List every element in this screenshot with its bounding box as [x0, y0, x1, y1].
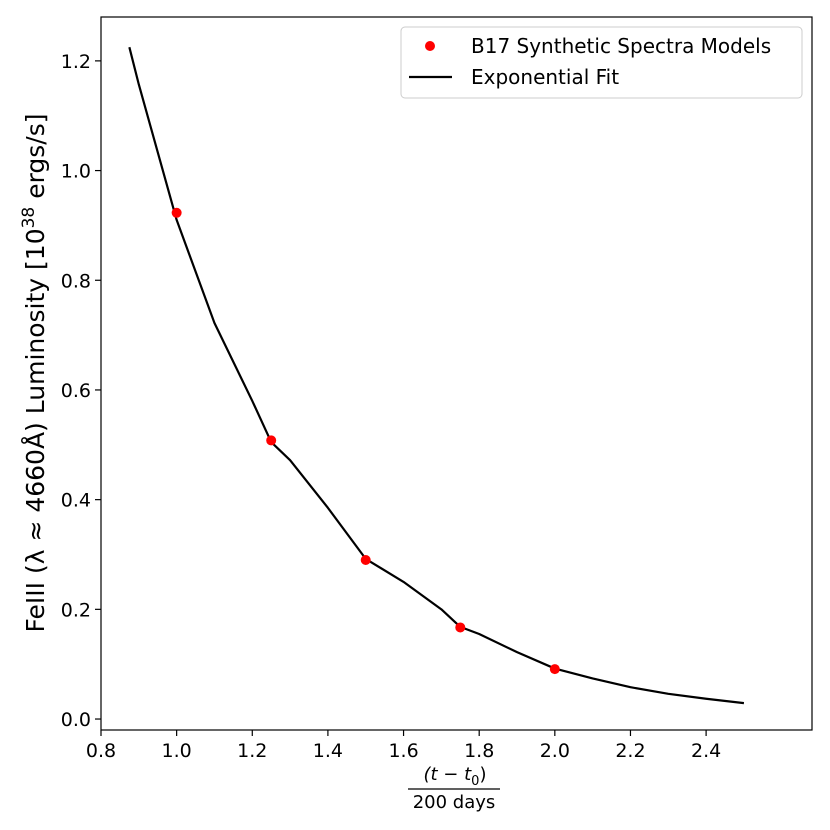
data-point [171, 207, 182, 218]
y-tick-label: 1.2 [61, 51, 91, 73]
y-tick-label: 0.8 [61, 270, 91, 292]
y-tick-label: 0.6 [61, 380, 91, 402]
y-axis: 0.0 0.2 0.4 0.6 0.8 1.0 1.2 [61, 51, 101, 731]
y-tick-label: 0.2 [61, 599, 91, 621]
y-tick-label: 1.0 [61, 161, 91, 183]
data-point [360, 554, 371, 565]
x-axis-label: (t − t0) 200 days [408, 764, 500, 813]
x-axis-label-denominator: 200 days [413, 792, 496, 813]
fit-line [128, 46, 745, 705]
legend-box [400, 26, 803, 99]
x-tick-label: 2.2 [615, 740, 645, 762]
x-tick-label: 1.0 [162, 740, 192, 762]
legend-label-points: B17 Synthetic Spectra Models [471, 34, 771, 58]
legend: B17 Synthetic Spectra Models Exponential… [400, 26, 803, 99]
x-tick-label: 1.2 [237, 740, 267, 762]
legend-marker-points [425, 41, 435, 51]
x-tick-label: 1.8 [464, 740, 494, 762]
x-axis: 0.8 1.0 1.2 1.4 1.6 1.8 2.0 2.2 2.4 [86, 730, 721, 762]
x-tick-label: 2.0 [540, 740, 570, 762]
data-point [549, 664, 560, 675]
x-tick-label: 0.8 [86, 740, 116, 762]
y-tick-label: 0.0 [61, 709, 91, 731]
series-layer [128, 46, 745, 705]
x-tick-label: 1.4 [313, 740, 343, 762]
x-tick-label: 1.6 [388, 740, 418, 762]
y-tick-label: 0.4 [61, 490, 91, 512]
y-axis-label: FeIII (λ ≈ 4660Å) Luminosity [1038 ergs/… [19, 113, 50, 632]
x-axis-label-numerator: (t − t0) [424, 764, 487, 789]
data-point [455, 622, 466, 633]
data-point [266, 435, 277, 446]
plot-area [100, 16, 813, 731]
legend-label-line: Exponential Fit [471, 65, 619, 89]
x-tick-label: 2.4 [691, 740, 721, 762]
